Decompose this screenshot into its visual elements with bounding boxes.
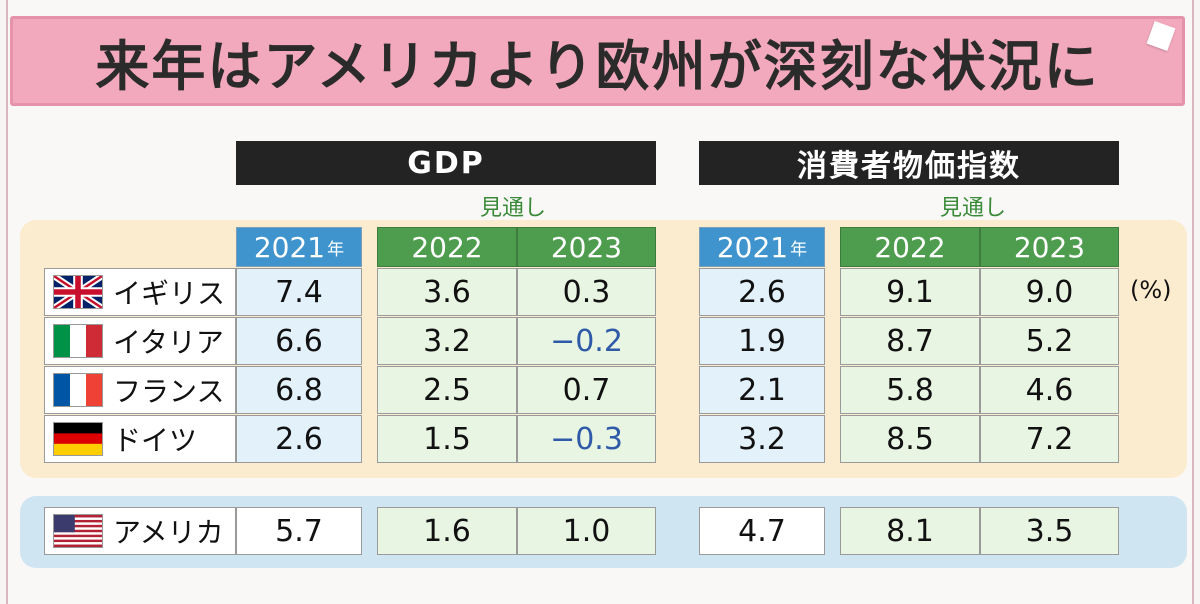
country-name: イタリア	[113, 326, 224, 359]
gdp-value-cell: 6.6	[236, 317, 362, 365]
gdp-value-cell: 0.7	[517, 366, 656, 414]
cpi-year-2022: 2022	[840, 227, 980, 267]
gdp-forecast-label: 見通し	[480, 196, 547, 221]
cpi-value-cell: 8.1	[840, 507, 980, 555]
cpi-value-cell: 5.8	[840, 366, 980, 414]
cpi-value-cell: 9.0	[980, 268, 1119, 316]
country-name: ドイツ	[113, 424, 198, 457]
gdp-value-cell: 5.7	[236, 507, 362, 555]
gdp-header: GDP	[236, 141, 656, 185]
cpi-value-cell: 9.1	[840, 268, 980, 316]
gdp-value-cell: 6.8	[236, 366, 362, 414]
cpi-year-2021: 2021 年	[699, 227, 825, 267]
country-label: フランス	[44, 366, 236, 414]
gdp-year-2023: 2023	[517, 227, 656, 267]
cpi-value-cell: 1.9	[699, 317, 825, 365]
germany-flag-icon	[53, 422, 103, 456]
gdp-value-cell: 1.0	[517, 507, 656, 555]
gdp-value-cell: 1.5	[377, 415, 517, 463]
gdp-value-cell: −0.2	[517, 317, 656, 365]
cpi-forecast-label: 見通し	[940, 196, 1007, 221]
title-banner: 来年はアメリカより欧州が深刻な状況に	[10, 16, 1185, 106]
gdp-value-cell: 7.4	[236, 268, 362, 316]
uk-flag-icon	[53, 275, 103, 309]
country-name: フランス	[113, 375, 225, 408]
cpi-value-cell: 2.6	[699, 268, 825, 316]
gdp-year-2021: 2021 年	[236, 227, 362, 267]
country-name: イギリス	[113, 277, 226, 310]
country-label: イタリア	[44, 317, 236, 365]
gdp-value-cell: 3.6	[377, 268, 517, 316]
page-title: 来年はアメリカより欧州が深刻な状況に	[95, 34, 1100, 98]
country-name: アメリカ	[113, 516, 224, 549]
gdp-value-cell: 2.5	[377, 366, 517, 414]
cpi-value-cell: 3.5	[980, 507, 1119, 555]
gdp-value-cell: 0.3	[517, 268, 656, 316]
country-label: イギリス	[44, 268, 236, 316]
cpi-value-cell: 4.6	[980, 366, 1119, 414]
france-flag-icon	[53, 373, 103, 407]
cpi-year-2023: 2023	[980, 227, 1119, 267]
cpi-value-cell: 7.2	[980, 415, 1119, 463]
italy-flag-icon	[53, 324, 103, 358]
gdp-value-cell: 1.6	[377, 507, 517, 555]
unit-label: (%)	[1130, 276, 1172, 304]
usa-flag-icon	[53, 514, 103, 548]
country-label: アメリカ	[44, 507, 236, 555]
country-label: ドイツ	[44, 415, 236, 463]
gdp-value-cell: 2.6	[236, 415, 362, 463]
cpi-header: 消費者物価指数	[699, 141, 1119, 185]
cpi-value-cell: 2.1	[699, 366, 825, 414]
gdp-value-cell: −0.3	[517, 415, 656, 463]
cpi-value-cell: 8.5	[840, 415, 980, 463]
cpi-value-cell: 8.7	[840, 317, 980, 365]
gdp-value-cell: 3.2	[377, 317, 517, 365]
cpi-value-cell: 5.2	[980, 317, 1119, 365]
cpi-value-cell: 3.2	[699, 415, 825, 463]
cpi-value-cell: 4.7	[699, 507, 825, 555]
gdp-year-2022: 2022	[377, 227, 517, 267]
